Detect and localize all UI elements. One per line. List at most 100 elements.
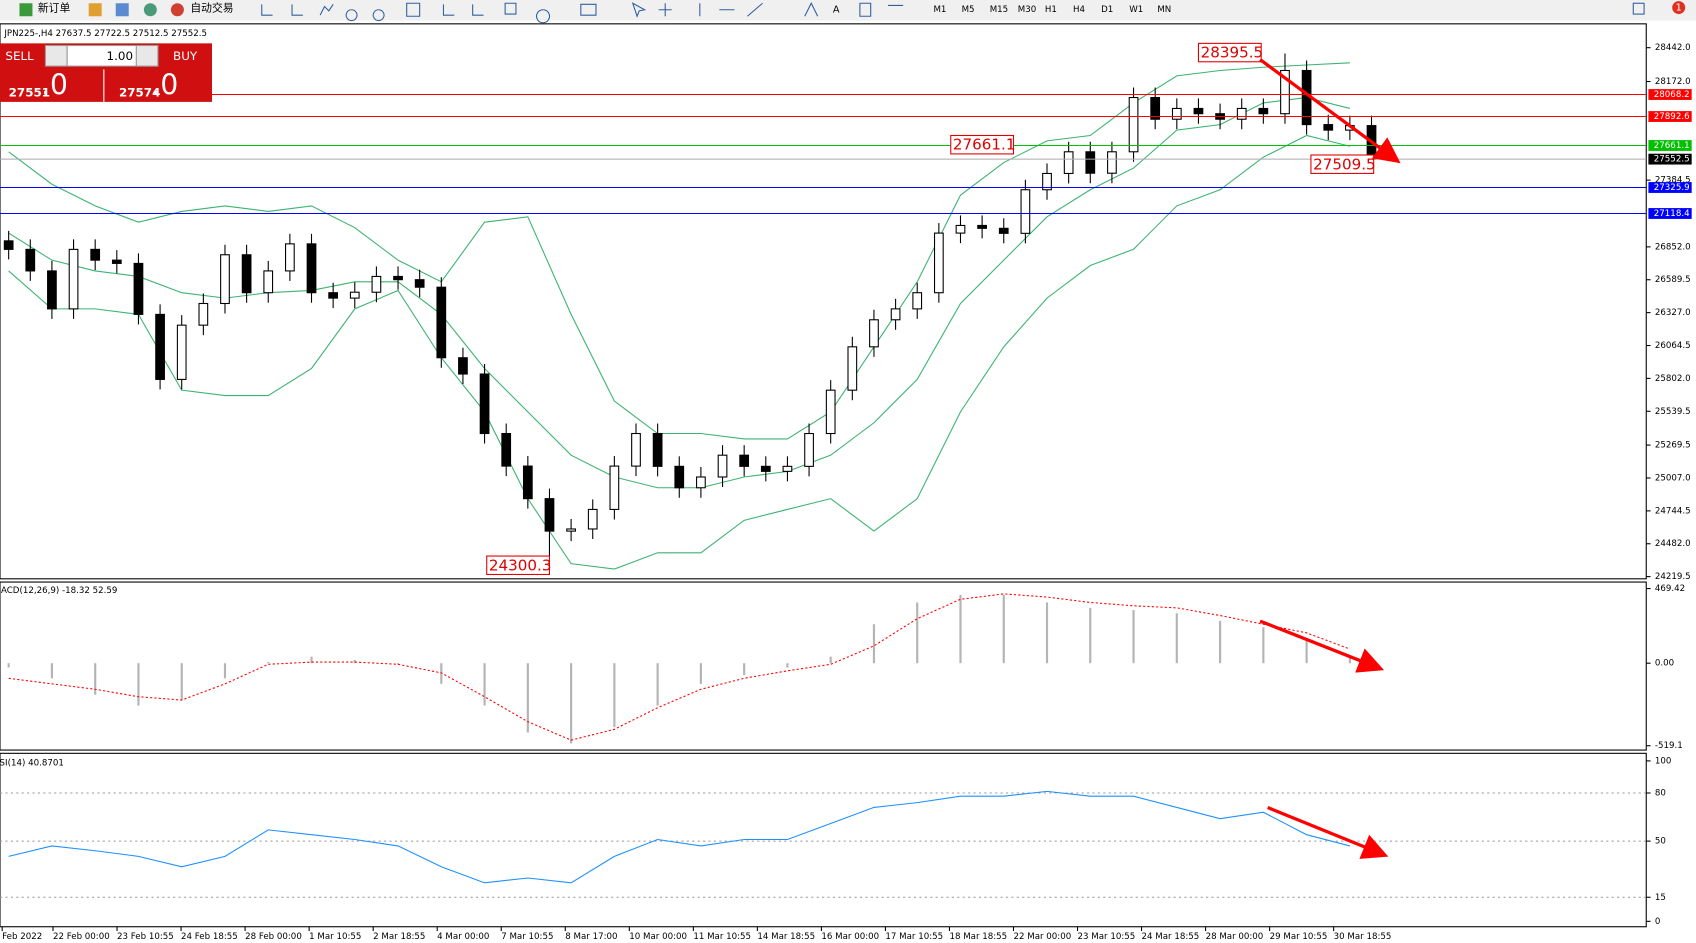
auto-trading-button[interactable]: 自动交易 [190,1,233,15]
bollinger-upper [8,62,1350,440]
candle-body [631,432,641,467]
bollinger-lower [8,134,1351,570]
y-tick-label: 28172.0 [1655,77,1691,87]
timeframe-button[interactable]: W1 [1129,5,1143,15]
ask-price[interactable]: 27574 [119,86,160,100]
lots-up[interactable] [135,44,159,67]
macd-bar [959,594,962,664]
trade-panel: SELL BUY 1.00 27551 .0 27574 .0 [0,43,212,102]
timeframe-button[interactable]: M30 [1018,5,1036,15]
ask-price-big[interactable]: .0 [151,69,178,102]
candle-body [825,389,836,435]
candle-body [1020,189,1031,234]
tool-icon[interactable] [143,3,157,17]
x-tick-label: 16 Mar 00:00 [821,932,879,942]
x-tick-label: 22 Feb 00:00 [53,932,110,942]
macd-bar [223,663,227,679]
macd-bar [7,663,10,668]
overlay: M1 M5 M15 M30 H1 H4 D1 W1 MN 28442.0 28172.0 27384.… [1,5,1692,942]
timeframe-button[interactable]: M5 [962,5,975,15]
price-line-tag [1648,111,1692,122]
tool-icon[interactable] [88,3,102,17]
macd-bar [180,663,183,701]
candle-body [371,275,382,293]
x-tick-label: 23 Feb 10:55 [117,932,174,942]
macd-bar [94,663,97,695]
x-tick-label: 24 Feb 18:55 [181,932,238,942]
macd-bar [1305,640,1308,664]
macd-title: MACD(12,26,9) -18.32 52.59 [0,586,117,596]
bid-price-big[interactable]: .0 [41,69,68,102]
y-tick-label: 24744.5 [1655,506,1691,516]
y-tick-label: 25539.5 [1655,407,1691,417]
candle-body [176,324,187,380]
price-line-tag [1648,89,1692,100]
x-tick-label: 28 Feb 00:00 [245,932,302,942]
price-line-label: 28068.2 [1654,90,1690,100]
candle-body [1063,151,1074,175]
notification-badge[interactable] [1672,1,1686,15]
candle-body [479,373,490,435]
candle-body [306,243,317,294]
price-line-label: 27118.4 [1654,209,1690,219]
x-tick-label: 30 Mar 18:55 [1334,932,1392,942]
y-tick-label: 25802.0 [1655,374,1691,384]
timeframe-button[interactable]: D1 [1101,5,1113,15]
candle-body [1150,97,1161,120]
annotation-box [1197,42,1262,63]
candle-body [717,454,728,478]
y-tick-label: 26327.0 [1655,308,1691,318]
sell-button[interactable]: SELL [5,49,34,63]
candle-body [1042,172,1052,191]
y-tick-label: 26852.0 [1655,242,1691,252]
macd-bar [526,663,529,733]
x-tick-label: 28 Mar 00:00 [1206,932,1264,942]
auto-trading-icon[interactable] [170,3,184,17]
x-tick-label: 22 Mar 00:00 [1013,932,1071,942]
x-tick-label: 17 Mar 10:55 [885,932,943,942]
y-tick-label: 469.42 [1655,584,1685,594]
buy-button[interactable]: BUY [173,49,198,63]
tool-icon[interactable] [115,3,129,17]
candle-body [1128,97,1139,153]
timeframe-button[interactable]: MN [1157,5,1171,15]
lots-value[interactable]: 1.00 [107,49,133,63]
x-tick-label: 4 Mar 00:00 [437,932,489,942]
price-line-tag [1648,140,1692,151]
lots-down[interactable] [44,44,68,67]
macd-bar [613,663,616,728]
timeframe-button[interactable]: M1 [933,5,946,15]
macd-bar [267,662,270,664]
text-tool[interactable]: A [833,5,840,16]
x-tick-label: 24 Mar 18:55 [1142,932,1200,942]
macd-bar [570,663,573,744]
search-icon[interactable] [1632,2,1645,15]
timeframe-button[interactable]: H4 [1073,5,1085,15]
candle-body [609,465,620,510]
y-tick-label: 50 [1655,837,1666,847]
candle-body [436,286,447,359]
candle-body [25,248,36,272]
candle-body [133,262,144,315]
bid-price[interactable]: 27551 [9,86,50,100]
candle-body [890,308,901,321]
macd-panel [0,581,1647,751]
macd-arrow [1259,619,1385,673]
y-tick-label: 26064.5 [1655,341,1691,351]
macd-bar [786,663,789,668]
new-order-button[interactable]: 新订单 [38,1,71,15]
price-line-label: 27552.5 [1654,155,1690,165]
x-tick-label: 2 Mar 18:55 [373,932,425,942]
rsi-panel [0,752,1647,928]
x-tick-label: 29 Mar 10:55 [1270,932,1328,942]
candle-body [1280,69,1290,115]
candle-body [1258,107,1269,115]
x-tick-label: 14 Mar 18:55 [757,932,815,942]
toolbar-icons [261,2,904,24]
candle-body [674,465,685,489]
timeframe-button[interactable]: M15 [990,5,1008,15]
timeframe-button[interactable]: H1 [1045,5,1057,15]
x-tick-label: 10 Mar 00:00 [629,932,687,942]
new-order-icon[interactable] [19,3,33,17]
candle-body [566,528,576,532]
